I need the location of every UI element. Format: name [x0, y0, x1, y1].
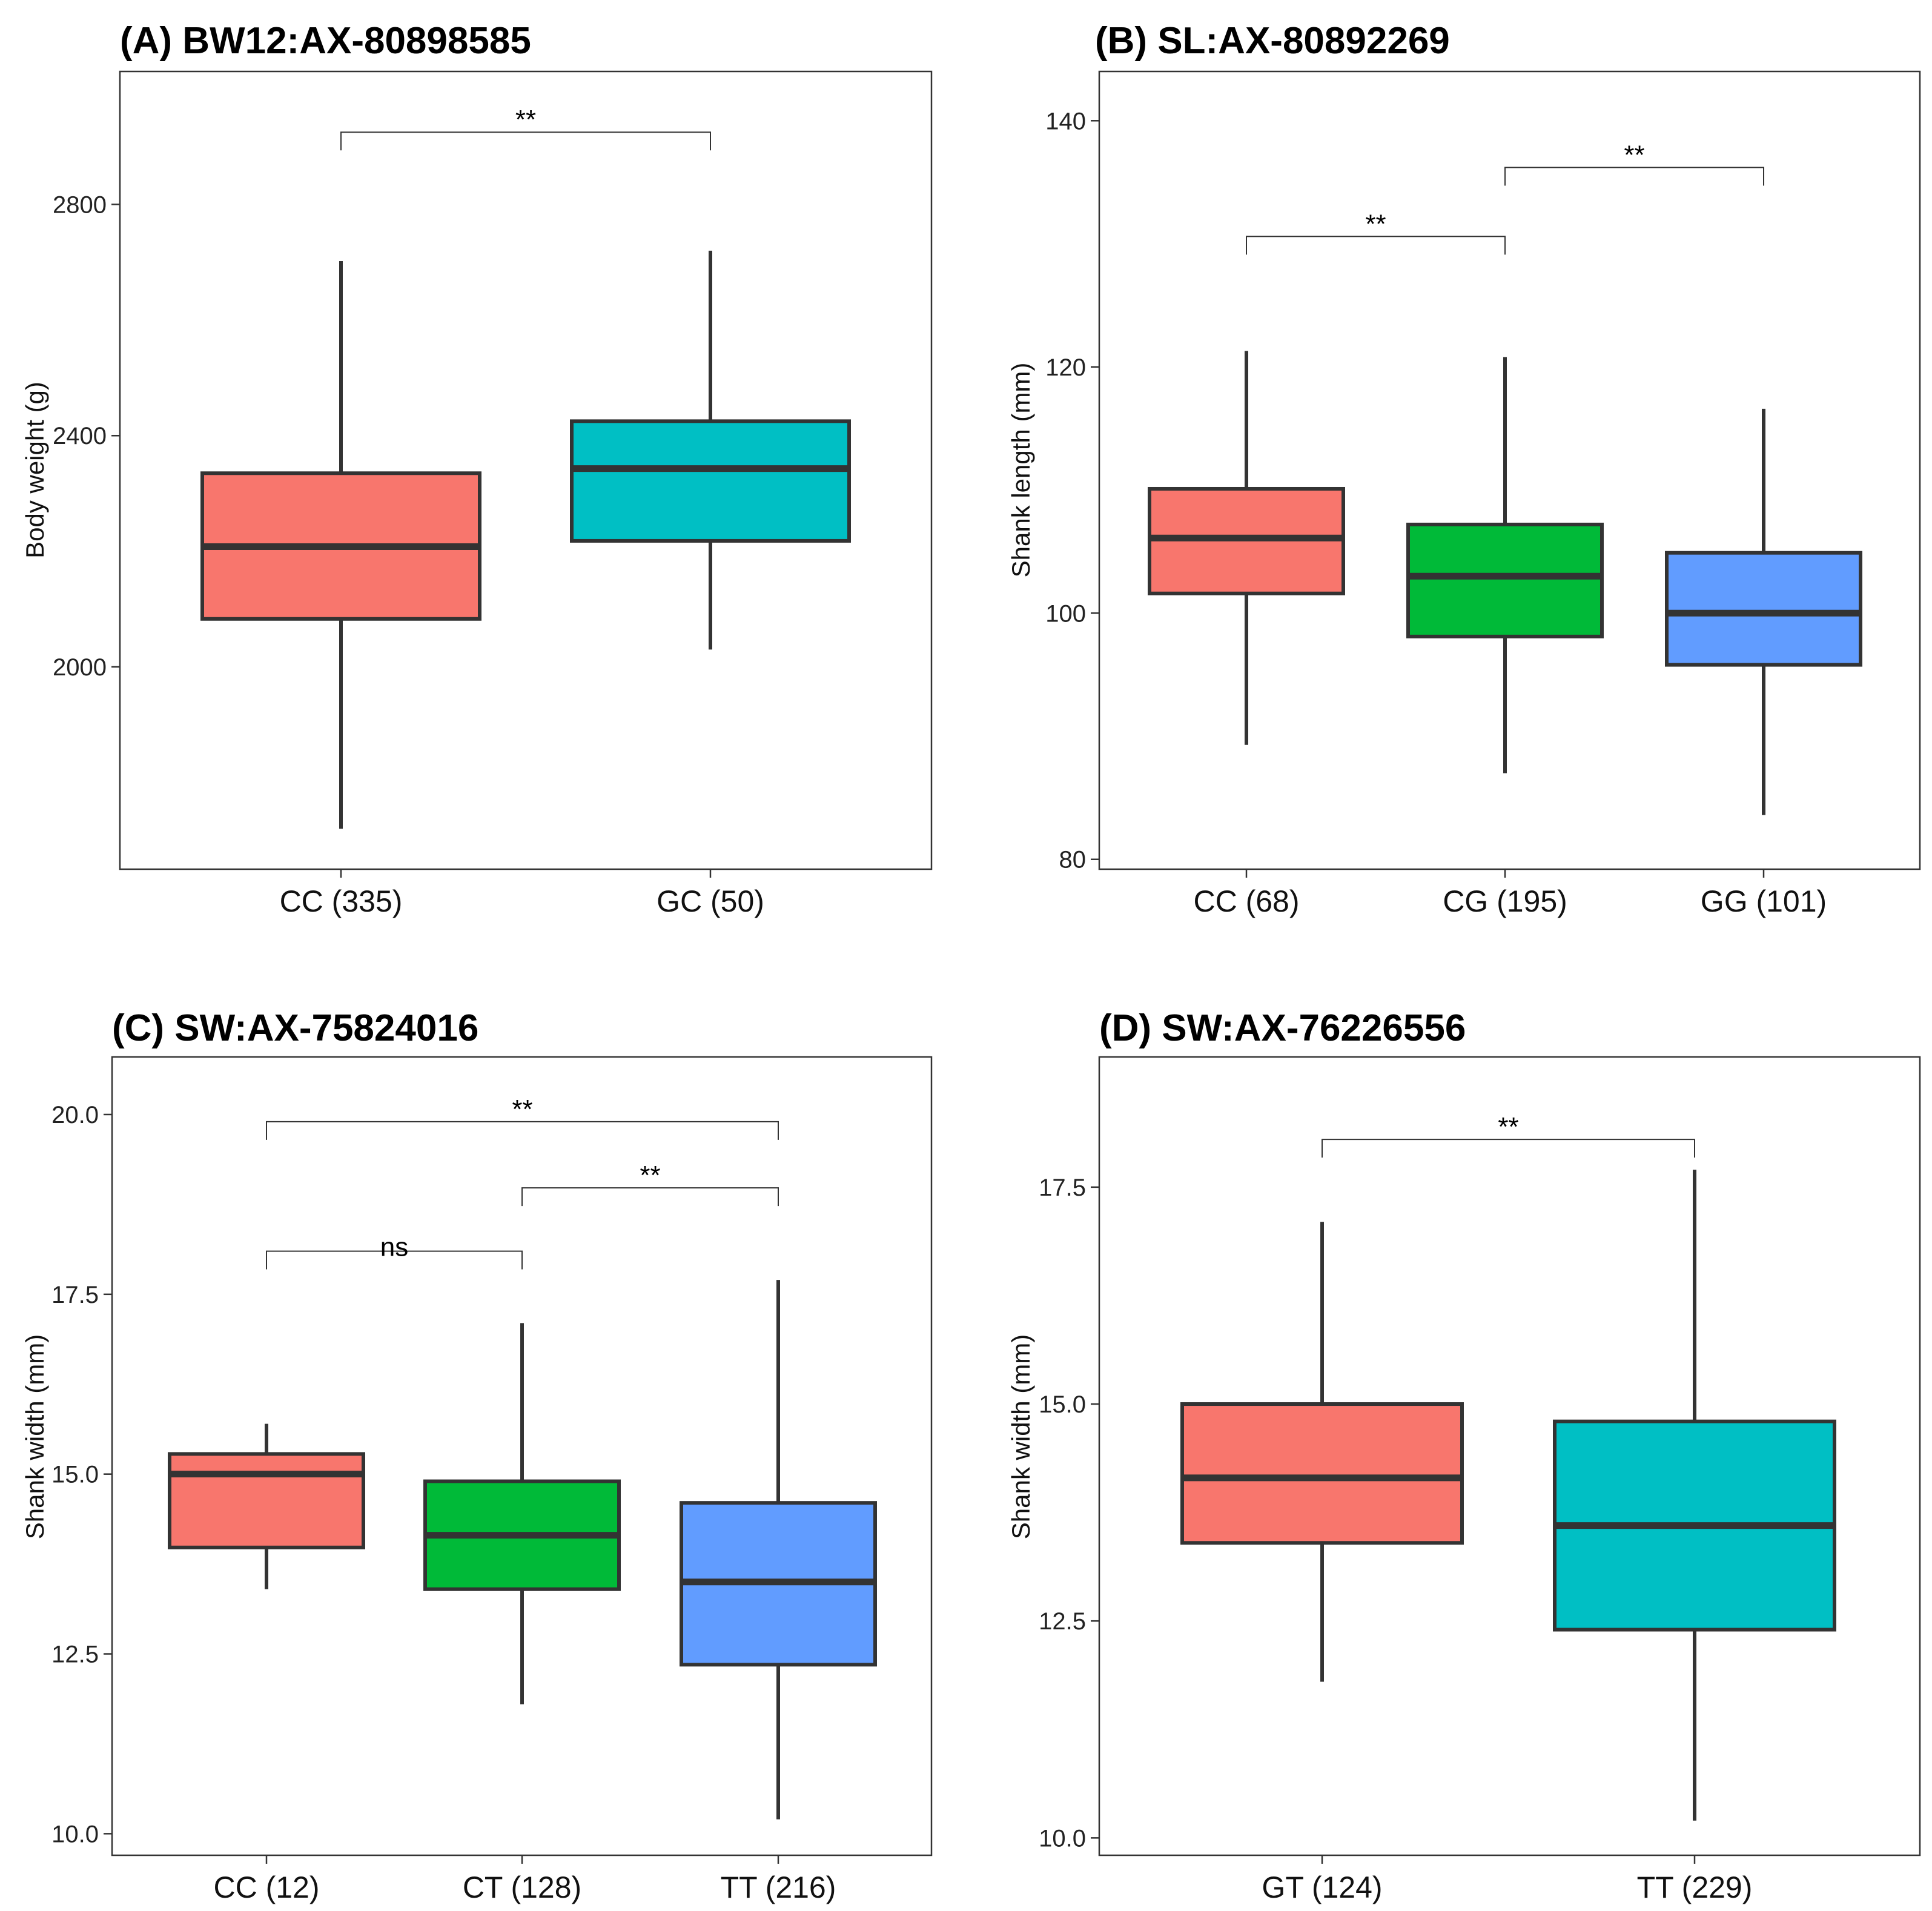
panel-title: (A) BW12:AX-80898585	[120, 20, 531, 62]
significance-bracket: ns	[266, 1233, 523, 1270]
x-category-label: GG (101)	[1701, 884, 1827, 918]
significance-bracket: **	[521, 1161, 779, 1207]
box-0	[1148, 351, 1345, 745]
panel-title: (B) SL:AX-80892269	[1095, 20, 1450, 62]
box-iqr	[1665, 551, 1862, 667]
y-tick-label: 20.0	[51, 1102, 99, 1128]
bracket-line	[1246, 236, 1506, 255]
box-0	[200, 261, 481, 829]
y-tick-label: 140	[1045, 108, 1086, 134]
x-category-label: CC (335)	[280, 884, 403, 918]
y-axis-label: Shank length (mm)	[1007, 363, 1035, 578]
significance-bracket: **	[1246, 209, 1506, 255]
x-category-label: TT (216)	[721, 1870, 836, 1904]
panel-title: (D) SW:AX-76226556	[1099, 1007, 1466, 1049]
significance-bracket: **	[1504, 141, 1764, 186]
significance-bracket: **	[340, 105, 711, 151]
x-category-label: CT (128)	[463, 1870, 581, 1904]
box-1	[1553, 1170, 1836, 1821]
bracket-line	[1504, 167, 1764, 186]
box-1	[570, 250, 851, 650]
y-tick-label: 2400	[53, 423, 107, 449]
y-axis-label: Shank width (mm)	[1007, 1334, 1035, 1539]
significance-label: **	[1624, 141, 1644, 170]
box-0	[168, 1423, 365, 1589]
bracket-line	[521, 1187, 779, 1207]
panel-c: (C) SW:AX-75824016 Shank width (mm) 10.0 12…	[21, 1007, 933, 1904]
y-tick-label: 17.5	[1039, 1174, 1086, 1201]
box-2	[680, 1280, 877, 1820]
y-tick-label: 12.5	[1039, 1608, 1086, 1635]
significance-label: **	[1498, 1112, 1518, 1142]
panel-title: (C) SW:AX-75824016	[112, 1007, 478, 1049]
x-category-label: TT (229)	[1637, 1870, 1753, 1904]
box-iqr	[570, 419, 851, 543]
plot-frame	[119, 70, 933, 870]
box-1	[423, 1323, 621, 1704]
y-tick-label: 12.5	[51, 1641, 99, 1668]
panel-b: (B) SL:AX-80892269 Shank length (mm) 80 100…	[1007, 20, 1921, 918]
y-tick-label: 2000	[53, 654, 107, 681]
bracket-line	[266, 1121, 779, 1140]
x-category-label: CC (12)	[213, 1870, 319, 1904]
panel-a: (A) BW12:AX-80898585 Body weight (g) 2000 2…	[21, 20, 933, 918]
y-tick-label: 2800	[53, 192, 107, 219]
y-tick-label: 17.5	[51, 1282, 99, 1308]
significance-label: **	[640, 1161, 660, 1190]
significance-bracket: **	[1322, 1112, 1695, 1158]
x-category-label: GT (124)	[1262, 1870, 1382, 1904]
y-tick-label: 100	[1045, 600, 1086, 627]
significance-label: **	[515, 105, 536, 134]
y-axis-label: Shank width (mm)	[21, 1334, 49, 1539]
box-1	[1406, 357, 1604, 773]
box-iqr	[1406, 522, 1604, 638]
y-tick-label: 10.0	[1039, 1825, 1086, 1852]
significance-label: **	[512, 1095, 532, 1124]
box-0	[1180, 1222, 1464, 1682]
bracket-line	[340, 131, 711, 151]
y-tick-label: 10.0	[51, 1821, 99, 1847]
y-tick-label: 120	[1045, 354, 1086, 381]
significance-label: **	[1365, 209, 1386, 239]
x-category-label: CC (68)	[1193, 884, 1299, 918]
x-category-label: CG (195)	[1443, 884, 1567, 918]
plot-frame	[1098, 70, 1921, 870]
x-category-label: GC (50)	[657, 884, 764, 918]
significance-label: ns	[380, 1233, 408, 1262]
significance-bracket: **	[266, 1095, 779, 1140]
panel-d: (D) SW:AX-76226556 Shank width (mm) 10.0 12…	[1007, 1007, 1921, 1904]
box-iqr	[168, 1452, 365, 1549]
plot-frame	[1098, 1056, 1921, 1856]
y-tick-label: 15.0	[1039, 1391, 1086, 1418]
bracket-line	[266, 1250, 523, 1270]
y-tick-label: 15.0	[51, 1462, 99, 1488]
y-tick-label: 80	[1059, 847, 1087, 873]
box-iqr	[1180, 1402, 1464, 1545]
y-axis-label: Body weight (g)	[21, 382, 49, 558]
box-2	[1665, 408, 1862, 815]
bracket-line	[1322, 1139, 1695, 1158]
